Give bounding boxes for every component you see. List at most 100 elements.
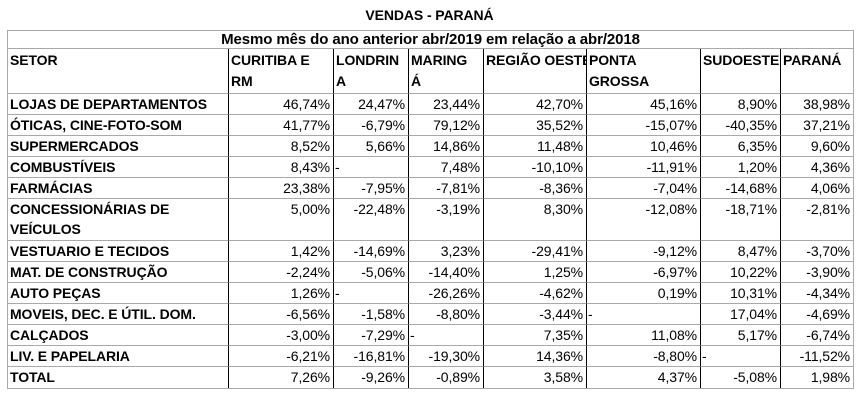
value-cell: -3,70% xyxy=(781,241,854,262)
value-cell: -4,34% xyxy=(781,283,854,304)
column-header: REGIÃO OESTE xyxy=(484,49,587,94)
table-row: CONCESSIONÁRIAS DE VEÍCULOS 5,00% -22,48% -… xyxy=(8,199,854,241)
header-row: SETOR CURITIBA E RM LONDRIN A MARING Á REGIÃ… xyxy=(8,49,854,94)
value-cell: 14,36% xyxy=(484,346,587,367)
value-cell: 5,00% xyxy=(229,199,334,241)
table-row: COMBUSTÍVEIS 8,43% -7,48% -10,10% -11,91% 1,2… xyxy=(8,157,854,178)
value-cell: 46,74% xyxy=(229,94,334,115)
value-cell: 45,16% xyxy=(587,94,701,115)
value-cell: 3,58% xyxy=(484,367,587,388)
value-cell: -7,29% xyxy=(334,325,409,346)
table-row: TOTAL 7,26% -9,26% -0,89% 3,58% 4,37% -5,08% 1,… xyxy=(8,367,853,388)
sector-cell: VESTUARIO E TECIDOS xyxy=(8,241,229,262)
value-cell: 11,08% xyxy=(587,325,701,346)
value-cell: 6,35% xyxy=(701,136,781,157)
value-cell: -7,04% xyxy=(587,178,701,199)
table-row: LIV. E PAPELARIA -6,21% -16,81% -19,30% 14,3… xyxy=(8,346,854,367)
table-row: ÓTICAS, CINE-FOTO-SOM 41,77% -6,79% 79,12% 3… xyxy=(8,115,854,136)
value-cell: -18,71% xyxy=(701,199,781,241)
value-cell: -4,69% xyxy=(781,304,854,325)
value-cell: -10,10% xyxy=(484,157,587,178)
table-row: CALÇADOS -3,00% -7,29% -7,35% 11,08% 5,17% -6,… xyxy=(8,325,854,346)
value-cell: -3,19% xyxy=(409,199,484,241)
value-cell: 4,06% xyxy=(781,178,854,199)
value-cell: -7,81% xyxy=(409,178,484,199)
value-cell: -9,26% xyxy=(334,367,409,388)
value-cell: -2,24% xyxy=(229,262,334,283)
value-cell: -5,06% xyxy=(334,262,409,283)
value-cell: 8,30% xyxy=(484,199,587,241)
sector-cell: ÓTICAS, CINE-FOTO-SOM xyxy=(8,115,229,136)
column-header: SETOR xyxy=(8,49,229,94)
value-cell: -0,89% xyxy=(409,367,484,388)
sector-cell: TOTAL xyxy=(8,367,229,388)
value-cell: 7,35% xyxy=(484,325,587,346)
value-cell: -6,21% xyxy=(229,346,334,367)
value-cell: 8,47% xyxy=(701,241,781,262)
table-row: MAT. DE CONSTRUÇÃO -2,24% -5,06% -14,40% 1,2… xyxy=(8,262,854,283)
value-cell: -9,12% xyxy=(587,241,701,262)
sector-cell: LOJAS DE DEPARTAMENTOS xyxy=(8,94,229,115)
value-cell: 38,98% xyxy=(781,94,854,115)
value-cell: -8,80% xyxy=(409,304,484,325)
table-row: MOVEIS, DEC. E ÚTIL. DOM. -6,56% -1,58% -8,… xyxy=(8,304,854,325)
value-cell: -11,52% xyxy=(781,346,854,367)
value-cell: -15,07% xyxy=(587,115,701,136)
value-cell: -2,81% xyxy=(781,199,854,241)
value-cell: 11,48% xyxy=(484,136,587,157)
value-cell: 41,77% xyxy=(229,115,334,136)
value-cell: 7,48% xyxy=(409,157,484,178)
table-row: LOJAS DE DEPARTAMENTOS 46,74% 24,47% 23,44%… xyxy=(8,94,854,115)
value-cell: 35,52% xyxy=(484,115,587,136)
value-cell: 17,04% xyxy=(701,304,781,325)
value-cell: -14,69% xyxy=(334,241,409,262)
value-cell: - xyxy=(334,157,409,178)
value-cell: -6,74% xyxy=(781,325,854,346)
value-cell: 9,60% xyxy=(781,136,854,157)
value-cell: -3,90% xyxy=(781,262,854,283)
value-cell: -29,41% xyxy=(484,241,587,262)
value-cell: - xyxy=(334,283,409,304)
column-header: PARANÁ xyxy=(781,49,854,94)
value-cell: -1,58% xyxy=(334,304,409,325)
value-cell: -4,62% xyxy=(484,283,587,304)
value-cell: -11,91% xyxy=(587,157,701,178)
value-cell: 1,42% xyxy=(229,241,334,262)
value-cell: 10,46% xyxy=(587,136,701,157)
value-cell: -3,00% xyxy=(229,325,334,346)
value-cell: -26,26% xyxy=(409,283,484,304)
value-cell: -14,68% xyxy=(701,178,781,199)
value-cell: 5,17% xyxy=(701,325,781,346)
value-cell: 5,66% xyxy=(334,136,409,157)
value-cell: - xyxy=(409,325,484,346)
value-cell: 1,98% xyxy=(810,369,851,385)
value-cell: 23,38% xyxy=(229,178,334,199)
column-header: PONTA GROSSA xyxy=(587,49,701,94)
table-subtitle: Mesmo mês do ano anterior abr/2019 em re… xyxy=(8,31,854,49)
column-header: MARING Á xyxy=(409,49,484,94)
value-cell: 42,70% xyxy=(484,94,587,115)
subtitle-row: Mesmo mês do ano anterior abr/2019 em re… xyxy=(8,31,854,49)
value-cell: 4,36% xyxy=(781,157,854,178)
sector-cell: MOVEIS, DEC. E ÚTIL. DOM. xyxy=(8,304,229,325)
column-header: CURITIBA E RM xyxy=(229,49,334,94)
sector-cell: SUPERMERCADOS xyxy=(8,136,229,157)
value-cell: -22,48% xyxy=(334,199,409,241)
value-cell: 1,20% xyxy=(701,157,781,178)
value-cell: 14,86% xyxy=(409,136,484,157)
value-cell: -14,40% xyxy=(409,262,484,283)
value-cell: -40,35% xyxy=(701,115,781,136)
table-row: AUTO PEÇAS 1,26% - -26,26% -4,62% 0,19% 10,31%… xyxy=(8,283,854,304)
table-row: FARMÁCIAS 23,38% -7,95% -7,81% -8,36% -7,04% -… xyxy=(8,178,854,199)
value-cell: -6,79% xyxy=(334,115,409,136)
sector-cell: CONCESSIONÁRIAS DE VEÍCULOS xyxy=(8,199,229,241)
value-cell: 0,19% xyxy=(587,283,701,304)
value-cell: 79,12% xyxy=(409,115,484,136)
value-cell: 1,26% xyxy=(229,283,334,304)
table-row: VESTUARIO E TECIDOS 1,42% -14,69% 3,23% -29,… xyxy=(8,241,854,262)
sector-cell: COMBUSTÍVEIS xyxy=(8,157,229,178)
value-cell: -8,80% xyxy=(587,346,701,367)
value-cell: 1,25% xyxy=(484,262,587,283)
value-cell: 37,21% xyxy=(781,115,854,136)
sector-cell: LIV. E PAPELARIA xyxy=(8,346,229,367)
